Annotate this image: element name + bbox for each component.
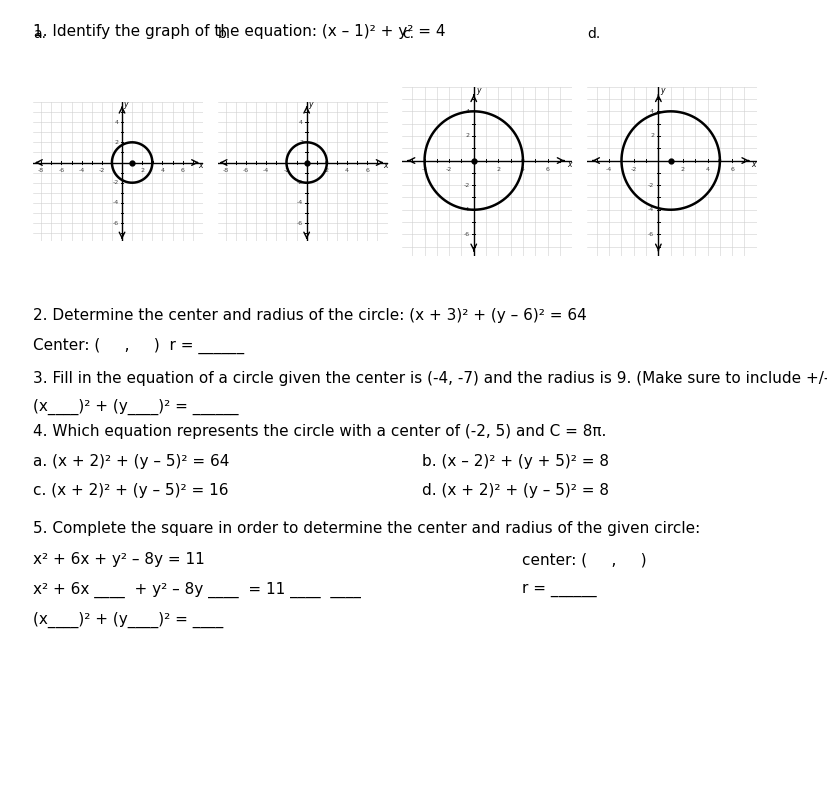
Text: -2: -2: [112, 180, 118, 185]
Text: 6: 6: [180, 168, 184, 173]
Text: 2: 2: [465, 133, 469, 138]
Text: 4. Which equation represents the circle with a center of (-2, 5) and C = 8π.: 4. Which equation represents the circle …: [33, 424, 605, 439]
Text: y: y: [660, 86, 664, 95]
Text: 2: 2: [680, 167, 684, 172]
Text: (x____)² + (y____)² = ______: (x____)² + (y____)² = ______: [33, 398, 238, 415]
Text: 2. Determine the center and radius of the circle: (x + 3)² + (y – 6)² = 64: 2. Determine the center and radius of th…: [33, 308, 586, 323]
Text: -2: -2: [297, 180, 303, 185]
Text: b. (x – 2)² + (y + 5)² = 8: b. (x – 2)² + (y + 5)² = 8: [422, 454, 609, 469]
Text: y: y: [476, 86, 480, 95]
Text: 5. Complete the square in order to determine the center and radius of the given : 5. Complete the square in order to deter…: [33, 521, 700, 536]
Text: x: x: [566, 159, 571, 169]
Text: a. (x + 2)² + (y – 5)² = 64: a. (x + 2)² + (y – 5)² = 64: [33, 454, 229, 469]
Text: -6: -6: [463, 232, 469, 237]
Text: -4: -4: [647, 208, 653, 212]
Text: y: y: [123, 100, 127, 110]
Text: -8: -8: [38, 168, 44, 173]
Text: -4: -4: [263, 168, 269, 173]
Text: 4: 4: [299, 120, 303, 125]
Text: -4: -4: [462, 208, 469, 212]
Text: -8: -8: [222, 168, 228, 173]
Text: -6: -6: [58, 168, 65, 173]
Text: (x____)² + (y____)² = ____: (x____)² + (y____)² = ____: [33, 612, 223, 629]
Text: 4: 4: [345, 168, 349, 173]
Text: -4: -4: [421, 167, 428, 172]
Text: c. (x + 2)² + (y – 5)² = 16: c. (x + 2)² + (y – 5)² = 16: [33, 483, 228, 498]
Text: x² + 6x + y² – 8y = 11: x² + 6x + y² – 8y = 11: [33, 552, 204, 567]
Text: 4: 4: [160, 168, 165, 173]
Text: -4: -4: [297, 200, 303, 205]
Text: -2: -2: [630, 167, 636, 172]
Text: 4: 4: [465, 109, 469, 114]
Text: 4: 4: [114, 120, 118, 125]
Text: x: x: [198, 161, 203, 170]
Text: -2: -2: [283, 168, 289, 173]
Text: -6: -6: [297, 221, 303, 226]
Text: -4: -4: [112, 200, 118, 205]
Text: -2: -2: [98, 168, 105, 173]
Text: 6: 6: [545, 167, 549, 172]
Text: y: y: [308, 100, 312, 110]
Text: -2: -2: [647, 182, 653, 188]
Text: d. (x + 2)² + (y – 5)² = 8: d. (x + 2)² + (y – 5)² = 8: [422, 483, 609, 498]
Text: 4: 4: [705, 167, 709, 172]
Text: -4: -4: [79, 168, 84, 173]
Text: 6: 6: [729, 167, 734, 172]
Text: 1. Identify the graph of the equation: (x – 1)² + y² = 4: 1. Identify the graph of the equation: (…: [33, 24, 445, 39]
Text: -2: -2: [446, 167, 452, 172]
Text: 4: 4: [520, 167, 524, 172]
Text: 6: 6: [365, 168, 369, 173]
Text: d.: d.: [586, 27, 600, 41]
Text: c.: c.: [402, 27, 414, 41]
Text: -4: -4: [605, 167, 612, 172]
Text: b.: b.: [218, 27, 231, 41]
Text: 3. Fill in the equation of a circle given the center is (-4, -7) and the radius : 3. Fill in the equation of a circle give…: [33, 371, 827, 386]
Text: 2: 2: [140, 168, 144, 173]
Text: x² + 6x ____  + y² – 8y ____  = 11 ____  ____: x² + 6x ____ + y² – 8y ____ = 11 ____ __…: [33, 582, 361, 599]
Text: -2: -2: [462, 182, 469, 188]
Text: x: x: [751, 159, 755, 169]
Text: 2: 2: [495, 167, 500, 172]
Text: 2: 2: [114, 140, 118, 145]
Text: Center: (     ,     )  r = ______: Center: ( , ) r = ______: [33, 338, 244, 354]
Text: 2: 2: [649, 133, 653, 138]
Text: -6: -6: [242, 168, 249, 173]
Text: 4: 4: [649, 109, 653, 114]
Text: -6: -6: [648, 232, 653, 237]
Text: r = ______: r = ______: [521, 582, 595, 597]
Text: 2: 2: [299, 140, 303, 145]
Text: 2: 2: [324, 168, 328, 173]
Text: -6: -6: [112, 221, 118, 226]
Text: x: x: [382, 161, 387, 170]
Text: center: (     ,     ): center: ( , ): [521, 552, 646, 567]
Text: a.: a.: [33, 27, 46, 41]
